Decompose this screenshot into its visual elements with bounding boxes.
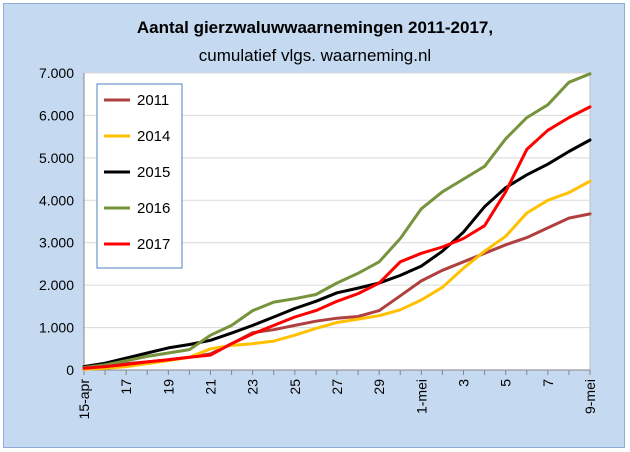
legend-label: 2015 — [137, 164, 170, 181]
x-tick-label: 3 — [456, 379, 472, 387]
x-tick-label: 9-mei — [582, 379, 598, 414]
x-tick-label: 27 — [329, 379, 345, 395]
x-tick-label: 21 — [203, 379, 219, 395]
x-tick-label: 19 — [160, 379, 176, 395]
x-tick-label: 29 — [371, 379, 387, 395]
x-tick-label: 25 — [287, 379, 303, 395]
x-tick-label: 1-mei — [413, 379, 429, 414]
y-tick-label: 5.000 — [39, 150, 74, 166]
x-tick-label: 15-apr — [76, 379, 92, 420]
y-tick-label: 4.000 — [39, 192, 74, 208]
legend-box — [96, 83, 183, 269]
chart-title: Aantal gierzwaluwwaarnemingen 2011-2017, — [136, 18, 494, 37]
y-tick-label: 3.000 — [39, 235, 74, 251]
x-tick-label: 17 — [118, 379, 134, 395]
series-line-2016 — [82, 72, 592, 369]
legend-label: 2017 — [137, 236, 170, 253]
series-line-2015 — [82, 138, 592, 369]
x-tick-label: 5 — [498, 379, 514, 387]
x-tick-label: 7 — [540, 379, 556, 387]
y-tick-label: 6.000 — [39, 107, 74, 123]
legend-label: 2016 — [137, 200, 170, 217]
y-tick-label: 7.000 — [39, 65, 74, 81]
chart-subtitle: cumulatief vlgs. waarneming.nl — [198, 46, 432, 65]
legend-label: 2014 — [137, 128, 170, 145]
series-line-2017 — [82, 105, 592, 370]
y-tick-label: 1.000 — [39, 320, 74, 336]
y-tick-label: 2.000 — [39, 277, 74, 293]
y-tick-label: 0 — [66, 362, 74, 378]
x-tick-label: 23 — [245, 379, 261, 395]
legend-label: 2011 — [137, 92, 169, 109]
